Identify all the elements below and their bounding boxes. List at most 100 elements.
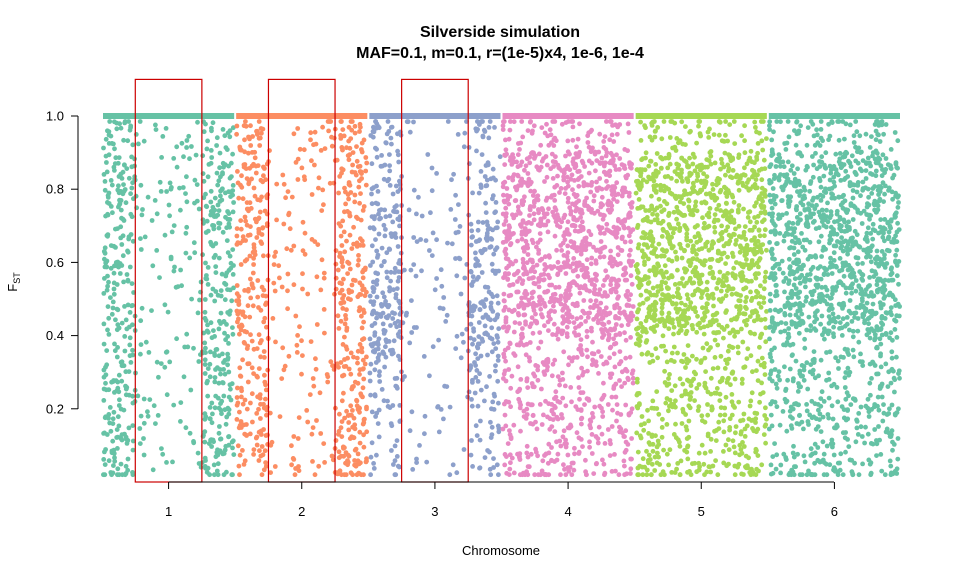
data-point-chr2 xyxy=(250,270,256,276)
data-point-chr4 xyxy=(503,399,509,404)
data-point-chr1 xyxy=(204,328,210,334)
data-point-chr4 xyxy=(607,137,613,143)
data-point-chr1 xyxy=(164,349,170,355)
data-point-chr5 xyxy=(732,450,738,456)
data-point-chr2 xyxy=(330,363,335,369)
data-point-chr5 xyxy=(694,140,699,146)
data-point-chr5 xyxy=(643,208,649,213)
data-point-chr5 xyxy=(662,368,667,374)
data-point-chr5 xyxy=(690,151,696,157)
data-point-chr2 xyxy=(258,401,263,407)
data-point-chr5 xyxy=(637,302,643,307)
data-point-chr4 xyxy=(517,472,523,478)
data-point-chr3 xyxy=(485,352,490,358)
data-point-chr2 xyxy=(321,307,327,312)
data-point-chr2 xyxy=(251,371,256,376)
data-point-chr6 xyxy=(849,290,854,296)
data-point-chr4 xyxy=(540,458,546,464)
data-point-chr5 xyxy=(715,248,721,254)
data-point-chr1 xyxy=(183,191,188,197)
data-point-chr5 xyxy=(656,411,662,417)
data-point-chr5 xyxy=(680,381,686,387)
data-point-chr5 xyxy=(718,288,724,294)
data-point-chr1 xyxy=(102,187,108,193)
data-point-chr4 xyxy=(576,346,582,352)
data-point-chr5 xyxy=(695,408,701,413)
data-point-chr2 xyxy=(352,462,357,468)
data-point-chr3 xyxy=(374,125,379,131)
data-point-chr5 xyxy=(753,125,758,130)
data-point-chr5 xyxy=(667,372,672,377)
data-point-chr1 xyxy=(102,462,108,467)
data-point-chr3 xyxy=(369,214,375,220)
data-point-chr3 xyxy=(469,228,475,234)
data-point-chr4 xyxy=(502,249,508,254)
data-point-chr1 xyxy=(202,357,208,363)
data-point-chr5 xyxy=(684,436,690,441)
data-point-chr3 xyxy=(416,194,421,200)
data-point-chr5 xyxy=(655,261,660,267)
data-point-chr2 xyxy=(238,419,244,424)
data-point-chr1 xyxy=(183,250,189,256)
data-point-chr4 xyxy=(623,337,629,343)
data-point-chr1 xyxy=(216,178,222,184)
data-point-chr5 xyxy=(725,224,731,230)
data-point-chr1 xyxy=(108,178,114,183)
data-point-chr5 xyxy=(698,133,703,139)
data-point-chr4 xyxy=(613,315,618,321)
data-point-chr2 xyxy=(359,325,365,331)
data-point-chr3 xyxy=(480,134,486,140)
data-point-chr1 xyxy=(138,342,144,347)
data-point-chr4 xyxy=(576,451,582,456)
data-point-chr4 xyxy=(560,370,565,376)
data-point-chr5 xyxy=(669,350,675,356)
data-point-chr3 xyxy=(408,267,414,273)
data-point-chr1 xyxy=(117,201,123,207)
data-point-chr2 xyxy=(254,132,260,137)
data-point-chr6 xyxy=(819,313,825,319)
data-point-chr4 xyxy=(546,441,552,447)
data-point-chr4 xyxy=(530,330,536,336)
data-point-chr1 xyxy=(137,426,143,431)
data-point-chr5 xyxy=(681,192,687,198)
data-point-chr3 xyxy=(424,459,430,465)
data-point-chr5 xyxy=(739,381,745,386)
data-point-chr1 xyxy=(220,380,226,386)
data-point-chr3 xyxy=(383,140,389,146)
data-point-chr1 xyxy=(171,223,177,229)
data-point-chr3 xyxy=(488,244,494,250)
data-point-chr5 xyxy=(644,472,650,478)
data-point-chr4 xyxy=(527,160,533,166)
data-point-chr2 xyxy=(313,366,319,372)
data-point-chr5 xyxy=(755,378,761,383)
data-point-chr2 xyxy=(364,429,370,435)
data-point-chr3 xyxy=(495,335,500,340)
data-point-chr4 xyxy=(588,261,594,267)
data-point-chr5 xyxy=(686,418,692,424)
data-point-chr1 xyxy=(120,472,125,478)
data-point-chr3 xyxy=(493,346,499,351)
data-point-chr6 xyxy=(824,207,829,213)
data-point-chr2 xyxy=(309,431,315,437)
data-point-chr4 xyxy=(575,169,581,175)
data-point-chr2 xyxy=(359,171,364,177)
data-point-chr4 xyxy=(626,297,632,303)
data-point-chr2 xyxy=(354,158,360,164)
data-point-chr5 xyxy=(703,191,709,197)
data-point-chr1 xyxy=(123,463,129,469)
data-point-chr1 xyxy=(104,169,110,175)
data-point-chr3 xyxy=(493,363,498,368)
data-point-chr5 xyxy=(675,350,680,356)
data-point-chr1 xyxy=(122,334,128,339)
data-point-chr1 xyxy=(213,347,219,352)
data-point-chr3 xyxy=(386,246,392,252)
data-point-chr1 xyxy=(229,381,235,387)
data-point-chr1 xyxy=(205,138,211,144)
data-point-chr3 xyxy=(419,268,424,274)
data-point-chr2 xyxy=(336,449,342,455)
data-point-chr2 xyxy=(237,373,243,379)
data-point-chr1 xyxy=(209,242,214,248)
data-point-chr1 xyxy=(200,252,206,258)
data-point-chr3 xyxy=(469,403,475,409)
data-point-chr4 xyxy=(585,315,591,320)
